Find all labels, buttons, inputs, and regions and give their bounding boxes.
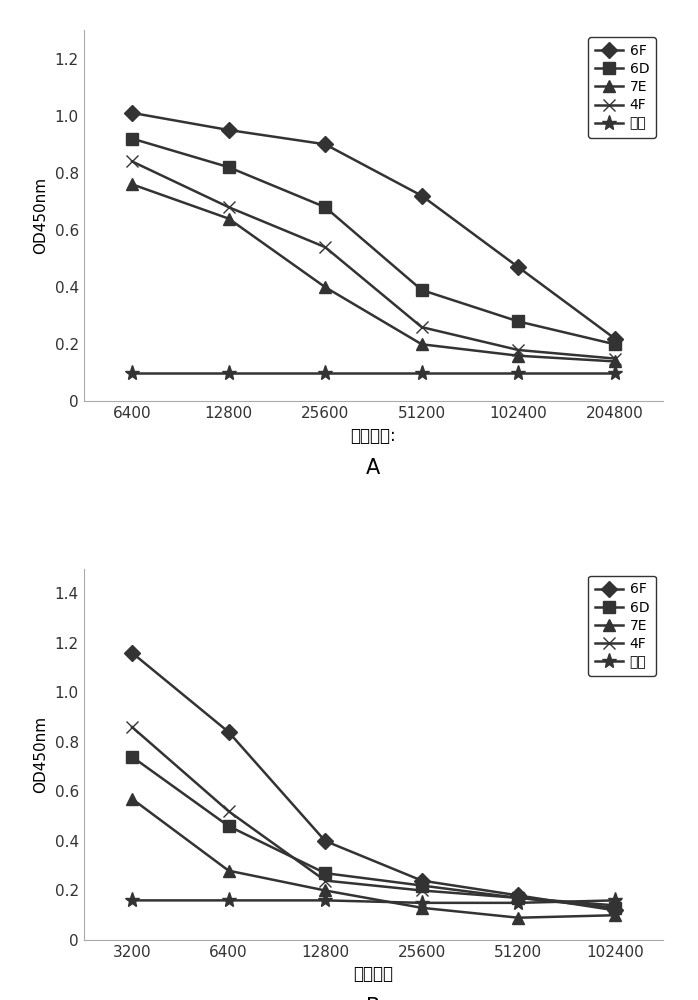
Line: 6F: 6F <box>126 107 621 344</box>
6F <box>128 647 136 659</box>
7E <box>611 909 619 921</box>
Line: 7E: 7E <box>126 793 621 923</box>
4F <box>225 805 233 817</box>
阴性 <box>514 897 522 909</box>
Line: 4F: 4F <box>126 156 621 364</box>
6F <box>514 261 522 273</box>
6F <box>225 726 233 738</box>
阴性 <box>417 367 426 379</box>
6D <box>514 315 522 327</box>
Line: 7E: 7E <box>126 179 621 367</box>
阴性 <box>225 367 233 379</box>
6D <box>417 284 426 296</box>
6F <box>128 107 136 119</box>
Line: 6D: 6D <box>126 751 621 913</box>
7E <box>514 350 522 362</box>
7E <box>128 178 136 190</box>
6D <box>321 201 329 213</box>
阴性 <box>611 367 619 379</box>
7E <box>225 865 233 877</box>
4F <box>321 875 329 887</box>
7E <box>611 355 619 367</box>
4F <box>514 892 522 904</box>
6F <box>321 138 329 150</box>
7E <box>514 912 522 924</box>
6D <box>417 880 426 892</box>
6D <box>611 902 619 914</box>
7E <box>321 281 329 293</box>
4F <box>611 899 619 911</box>
阴性 <box>417 897 426 909</box>
7E <box>417 902 426 914</box>
6F <box>225 124 233 136</box>
X-axis label: 稀释倍数: 稀释倍数 <box>353 965 394 983</box>
6F <box>514 889 522 901</box>
4F <box>417 321 426 333</box>
6F <box>417 875 426 887</box>
Line: 阴性: 阴性 <box>124 365 623 380</box>
7E <box>417 338 426 350</box>
6F <box>321 835 329 847</box>
阴性 <box>321 894 329 906</box>
Y-axis label: OD450nm: OD450nm <box>33 177 47 254</box>
4F <box>321 241 329 253</box>
6F <box>417 190 426 202</box>
Line: 6D: 6D <box>126 133 621 350</box>
阴性 <box>321 367 329 379</box>
6D <box>321 867 329 879</box>
X-axis label: 稀释倍数:: 稀释倍数: <box>350 427 396 445</box>
Line: 6F: 6F <box>126 647 621 916</box>
Line: 4F: 4F <box>126 721 621 911</box>
6D <box>514 892 522 904</box>
阴性 <box>611 894 619 906</box>
4F <box>611 353 619 365</box>
6D <box>225 820 233 832</box>
6D <box>611 338 619 350</box>
Legend: 6F, 6D, 7E, 4F, 阴性: 6F, 6D, 7E, 4F, 阴性 <box>588 37 656 137</box>
Y-axis label: OD450nm: OD450nm <box>33 716 47 793</box>
阴性 <box>128 894 136 906</box>
4F <box>128 155 136 167</box>
Line: 阴性: 阴性 <box>124 893 623 910</box>
阴性 <box>225 894 233 906</box>
阴性 <box>128 367 136 379</box>
4F <box>514 344 522 356</box>
Text: A: A <box>366 458 380 478</box>
Legend: 6F, 6D, 7E, 4F, 阴性: 6F, 6D, 7E, 4F, 阴性 <box>588 576 656 676</box>
6F <box>611 904 619 916</box>
阴性 <box>514 367 522 379</box>
7E <box>128 793 136 805</box>
6F <box>611 333 619 345</box>
4F <box>225 201 233 213</box>
4F <box>417 884 426 896</box>
7E <box>321 884 329 896</box>
4F <box>128 721 136 733</box>
Text: B: B <box>366 997 380 1000</box>
6D <box>128 133 136 145</box>
6D <box>128 751 136 763</box>
7E <box>225 213 233 225</box>
6D <box>225 161 233 173</box>
